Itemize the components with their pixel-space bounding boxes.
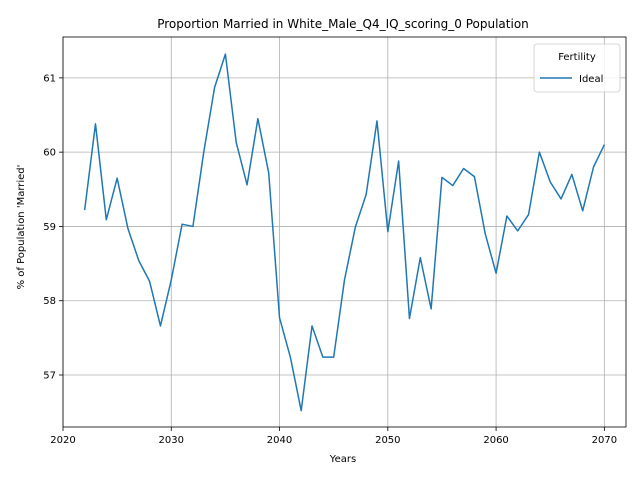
- legend-entry-ideal: Ideal: [579, 74, 603, 85]
- x-tick-label: 2030: [159, 435, 184, 446]
- x-tick-label: 2020: [50, 435, 75, 446]
- x-axis-label: Years: [329, 454, 356, 465]
- x-tick-label: 2040: [267, 435, 292, 446]
- y-axis-ticks: 57 58 59 60 61: [43, 73, 63, 382]
- chart-title: Proportion Married in White_Male_Q4_IQ_s…: [157, 17, 529, 31]
- y-axis-label: % of Population 'Married': [16, 165, 27, 290]
- legend-title: Fertility: [558, 52, 596, 63]
- y-tick-label: 60: [43, 148, 56, 159]
- x-axis-ticks: 2020 2030 2040 2050 2060 2070: [50, 427, 617, 446]
- x-tick-label: 2050: [375, 435, 400, 446]
- y-tick-label: 61: [43, 73, 56, 84]
- x-tick-label: 2060: [483, 435, 508, 446]
- y-tick-label: 59: [43, 222, 56, 233]
- y-tick-label: 58: [43, 296, 56, 307]
- legend: Fertility Ideal: [533, 43, 621, 93]
- legend-box: [533, 43, 621, 93]
- plot-frame: [62, 36, 627, 428]
- grid-lines: [62, 37, 626, 427]
- series-layer: [83, 53, 606, 412]
- x-tick-label: 2070: [592, 435, 617, 446]
- y-tick-label: 57: [43, 371, 56, 382]
- series-line-ideal: [83, 53, 606, 412]
